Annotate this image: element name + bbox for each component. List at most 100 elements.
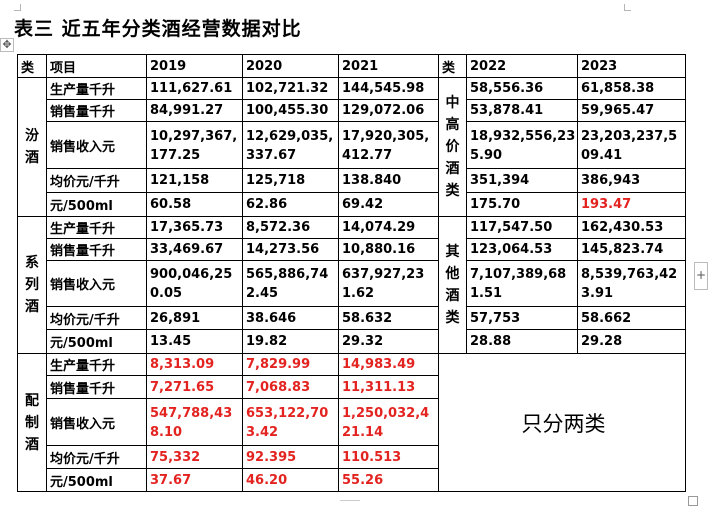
row-label: 均价元/千升 (46, 445, 147, 469)
table-cell: 59,965.47 (577, 99, 686, 122)
table-cell: 19.82 (242, 329, 339, 354)
table-row: 销售量千升 84,991.27 100,455.30 129,072.06 53… (18, 99, 686, 122)
table-cell: 144,545.98 (338, 77, 439, 100)
table-cell: 7,068.83 (242, 375, 339, 399)
table-resize-handle[interactable] (688, 496, 698, 506)
table-cell: 7,271.65 (146, 375, 243, 399)
row-label: 销售收入元 (46, 121, 147, 169)
table-cell: 351,394 (466, 168, 578, 193)
table-cell: 60.58 (146, 192, 243, 217)
table-cell: 653,122,703.42 (242, 398, 339, 446)
table-cell: 14,273.56 (242, 238, 339, 261)
add-icon[interactable]: + (694, 262, 708, 290)
header-2023: 2023 (577, 54, 686, 78)
header-cat-2: 类 (438, 54, 467, 78)
table-cell-highlight: 193.47 (577, 192, 686, 217)
group-xilie: 系列酒 (17, 216, 47, 354)
table-cell: 58.662 (577, 306, 686, 330)
row-label: 生产量千升 (46, 216, 147, 239)
table-cell: 14,074.29 (338, 216, 439, 239)
document-title: 表三 近五年分类酒经营数据对比 (14, 18, 302, 40)
header-2021: 2021 (338, 54, 439, 78)
table-cell: 28.88 (466, 329, 578, 354)
note-two-categories: 只分两类 (438, 353, 686, 492)
row-label: 销售量千升 (46, 375, 147, 399)
table-cell: 18,932,556,235.90 (466, 121, 578, 169)
table-row: 销售收入元 900,046,250.05 565,886,742.45 637,… (18, 260, 686, 307)
table-cell: 17,365.73 (146, 216, 243, 239)
header-row: 类 项目 2019 2020 2021 类 2022 2023 (17, 54, 686, 78)
table-cell: 8,313.09 (146, 353, 243, 376)
header-2020: 2020 (242, 54, 339, 78)
row-label: 元/500ml (46, 329, 147, 354)
table-cell: 75,332 (146, 445, 243, 469)
table-cell: 17,920,305,412.77 (338, 121, 439, 169)
table-cell: 7,829.99 (242, 353, 339, 376)
table-row: 销售量千升 7,271.65 7,068.83 11,311.13 (18, 375, 686, 399)
table-cell: 53,878.41 (466, 99, 578, 122)
data-table: 类 项目 2019 2020 2021 类 2022 2023 汾酒 生产量千升… (17, 54, 686, 492)
table-cell: 121,158 (146, 168, 243, 193)
table-cell: 547,788,438.10 (146, 398, 243, 446)
table-row: 均价元/千升 121,158 125,718 138.840 351,394 3… (18, 168, 686, 193)
move-icon[interactable]: ✥ (0, 38, 14, 52)
table-cell: 37.67 (146, 468, 243, 492)
table-row: 元/500ml 37.67 46.20 55.26 (18, 468, 686, 492)
corner-mark-right (624, 4, 631, 11)
row-label: 销售收入元 (46, 260, 147, 307)
table-cell: 62.86 (242, 192, 339, 217)
table-cell: 58.632 (338, 306, 439, 330)
table-cell: 38.646 (242, 306, 339, 330)
table-cell: 46.20 (242, 468, 339, 492)
header-2022: 2022 (466, 54, 578, 78)
table-cell: 61,858.38 (577, 77, 686, 100)
table-cell: 138.840 (338, 168, 439, 193)
table-row: 汾酒 生产量千升 111,627.61 102,721.32 144,545.9… (17, 77, 686, 217)
table-cell: 10,880.16 (338, 238, 439, 261)
table-row: 元/500ml 13.45 19.82 29.32 28.88 29.28 (18, 329, 686, 354)
table-cell: 33,469.67 (146, 238, 243, 261)
table-cell: 125,718 (242, 168, 339, 193)
table-row: 系列酒 生产量千升 17,365.73 8,572.36 14,074.29 其… (17, 216, 686, 354)
table-cell: 7,107,389,681.51 (466, 260, 578, 307)
table-cell: 145,823.74 (577, 238, 686, 261)
table-row: 销售量千升 33,469.67 14,273.56 10,880.16 123,… (18, 238, 686, 261)
table-cell: 14,983.49 (338, 353, 439, 376)
table-cell: 102,721.32 (242, 77, 339, 100)
table-row: 均价元/千升 26,891 38.646 58.632 57,753 58.66… (18, 306, 686, 330)
row-label: 销售量千升 (46, 238, 147, 261)
table-cell: 57,753 (466, 306, 578, 330)
table-cell: 637,927,231.62 (338, 260, 439, 307)
table-cell: 10,297,367,177.25 (146, 121, 243, 169)
group-qita: 其他酒类 (438, 216, 467, 354)
table-cell: 69.42 (338, 192, 439, 217)
table-cell: 110.513 (338, 445, 439, 469)
group-fenjiu: 汾酒 (17, 77, 47, 217)
table-cell: 162,430.53 (577, 216, 686, 239)
row-label: 均价元/千升 (46, 168, 147, 193)
table-cell: 123,064.53 (466, 238, 578, 261)
table-cell: 1,250,032,421.14 (338, 398, 439, 446)
table-cell: 13.45 (146, 329, 243, 354)
row-label: 销售收入元 (46, 398, 147, 446)
table-row: 配制酒 生产量千升 8,313.09 7,829.99 14,983.49 只分… (17, 353, 686, 492)
table-cell: 8,572.36 (242, 216, 339, 239)
table-cell: 11,311.13 (338, 375, 439, 399)
table-cell: 55.26 (338, 468, 439, 492)
table-cell: 100,455.30 (242, 99, 339, 122)
table-cell: 117,547.50 (466, 216, 578, 239)
row-label: 元/500ml (46, 468, 147, 492)
row-label: 均价元/千升 (46, 306, 147, 330)
table-row: 元/500ml 60.58 62.86 69.42 175.70 193.47 (18, 192, 686, 217)
table-cell: 29.32 (338, 329, 439, 354)
table-cell: 26,891 (146, 306, 243, 330)
table-cell: 29.28 (577, 329, 686, 354)
table-cell: 92.395 (242, 445, 339, 469)
table-cell: 8,539,763,423.91 (577, 260, 686, 307)
row-label: 生产量千升 (46, 77, 147, 100)
row-label: 销售量千升 (46, 99, 147, 122)
page-edge (340, 500, 360, 509)
table-cell: 12,629,035,337.67 (242, 121, 339, 169)
header-cat: 类 (17, 54, 47, 78)
table-cell: 23,203,237,509.41 (577, 121, 686, 169)
